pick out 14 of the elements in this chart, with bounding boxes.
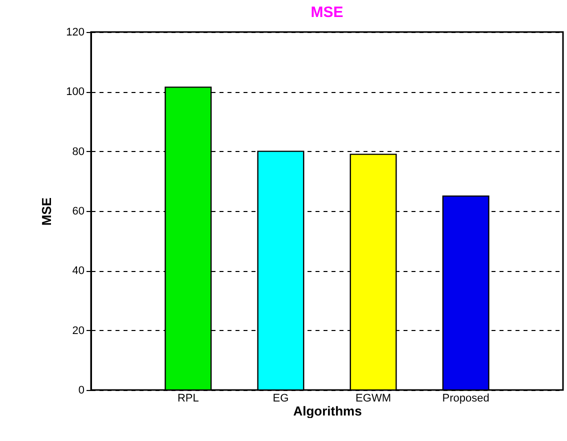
- y-tick-label: 0: [78, 384, 84, 396]
- x-tick-label: EGWM: [356, 392, 391, 404]
- y-tick-label: 120: [66, 26, 84, 38]
- y-tick-label: 100: [66, 86, 84, 98]
- y-axis-title: MSE: [39, 197, 54, 226]
- y-tick-label: 60: [72, 206, 84, 218]
- y-tick-label: 40: [72, 265, 84, 278]
- x-tick-label: RPL: [177, 392, 199, 404]
- y-tick-label: 20: [72, 324, 84, 337]
- y-tick-label: 80: [72, 146, 84, 158]
- x-tick-label: Proposed: [442, 392, 490, 404]
- x-tick-label: EG: [272, 392, 289, 404]
- x-axis-title: Algorithms: [293, 404, 362, 418]
- chart-title: MSE: [310, 4, 344, 21]
